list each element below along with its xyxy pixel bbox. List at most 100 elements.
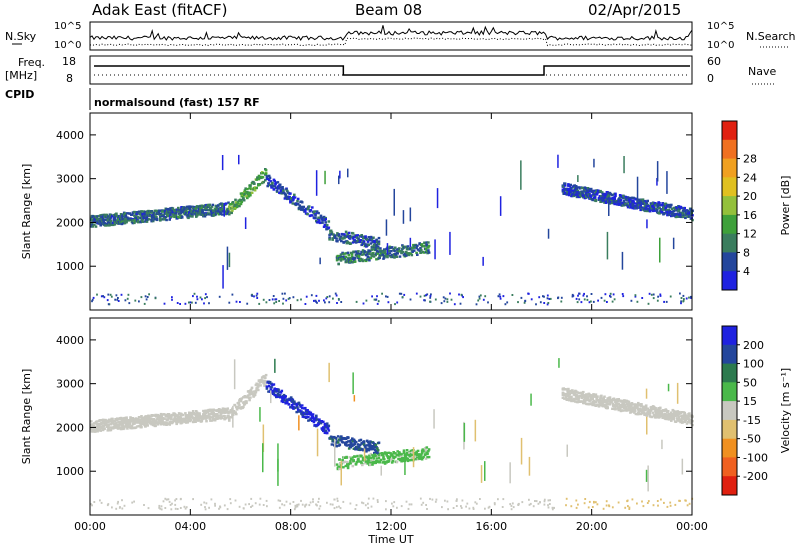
power-echo-cell [338, 236, 342, 239]
power-ground-cell [400, 292, 403, 295]
velocity-echo-cell [237, 406, 240, 410]
velocity-ground-cell [493, 502, 496, 505]
velocity-echo-cell [104, 423, 108, 426]
power-ground-cell [590, 300, 592, 303]
velocity-echo-cell [227, 414, 230, 418]
velocity-echo-cell [381, 453, 384, 456]
velocity-echo-cell [216, 416, 219, 420]
velocity-echo-cell [133, 422, 136, 425]
velocity-colorbar-label: 50 [743, 376, 757, 389]
velocity-colorbar-cell [722, 476, 737, 496]
power-echo-cell [123, 218, 127, 221]
velocity-ground-cell [331, 503, 334, 506]
power-ground-cell [281, 292, 284, 295]
power-echo-cell [333, 236, 337, 239]
velocity-echo-cell [340, 436, 344, 440]
power-ground-cell [683, 298, 685, 301]
power-echo-cell [644, 201, 647, 205]
power-echo-cell [587, 189, 591, 193]
velocity-echo-cell [620, 409, 624, 412]
velocity-echo-cell [295, 402, 298, 406]
velocity-echo-cell [580, 400, 583, 403]
power-echo-cell [628, 196, 631, 200]
velocity-echo-cell [682, 418, 686, 421]
power-echo-cell [594, 198, 598, 202]
velocity-echo-cell [161, 421, 164, 425]
velocity-echo-cell [264, 380, 268, 383]
velocity-streak-cell [277, 458, 279, 486]
power-echo-cell [283, 197, 287, 200]
power-echo-cell [601, 197, 605, 200]
velocity-ground-cell [678, 499, 680, 502]
power-ground-cell [171, 298, 173, 301]
power-echo-cell [168, 209, 171, 213]
power-ground-cell [499, 297, 502, 300]
power-ground-cell [621, 293, 624, 295]
velocity-echoes [90, 358, 694, 511]
power-ground-cell [387, 301, 390, 304]
velocity-echo-cell [655, 408, 658, 411]
power-echo-cell [577, 186, 580, 189]
velocity-echo-cell [170, 418, 173, 421]
power-echo-cell [372, 255, 376, 258]
velocity-echo-cell [566, 398, 569, 401]
power-echo-cell [130, 213, 134, 216]
power-colorbar-label: 28 [743, 153, 757, 166]
velocity-echo-cell [336, 435, 340, 438]
velocity-ground-cell [385, 508, 387, 511]
velocity-ground-cell [391, 502, 393, 505]
power-echo-cell [135, 216, 139, 219]
power-echo-cell [376, 252, 380, 255]
power-echo-cell [323, 223, 327, 227]
power-streak-cell [385, 219, 388, 236]
velocity-echo-cell [577, 396, 580, 399]
power-echo-cell [358, 234, 362, 238]
power-echo-cell [359, 259, 362, 262]
power-echo-cell [144, 210, 147, 214]
power-echo-cell [391, 255, 395, 259]
velocity-echo-cell [405, 449, 409, 452]
velocity-echo-cell [674, 420, 678, 423]
velocity-echo-cell [170, 416, 173, 420]
velocity-ground-cell [455, 499, 458, 502]
power-echo-cell [425, 241, 429, 244]
velocity-colorbar-label: 15 [743, 395, 757, 408]
velocity-echo-cell [688, 421, 691, 424]
power-echo-cell [231, 209, 234, 212]
power-streak-cell [319, 257, 321, 265]
freq-line [94, 65, 690, 76]
power-echo-cell [596, 192, 599, 195]
power-echo-cell [405, 250, 408, 254]
velocity-echo-cell [614, 408, 617, 411]
velocity-echo-cell [287, 403, 291, 406]
velocity-echo-cell [255, 387, 258, 391]
velocity-ground-cell [521, 501, 524, 504]
velocity-echo-cell [567, 387, 570, 391]
velocity-echo-cell [651, 411, 655, 414]
power-ground-cell [652, 293, 655, 296]
power-echo-cell [661, 202, 664, 205]
power-ground-cell [665, 300, 668, 303]
power-ground-cell [251, 293, 253, 296]
power-echo-cell [369, 242, 373, 245]
velocity-colorbar-cell [722, 344, 737, 365]
power-echo-cell [350, 259, 353, 262]
velocity-echo-cell [415, 450, 418, 453]
velocity-echo-cell [201, 415, 204, 418]
power-echo-cell [648, 204, 651, 208]
power-echo-cell [266, 177, 269, 181]
power-echo-cell [210, 205, 214, 208]
velocity-echo-cell [211, 417, 215, 420]
power-ground-cell [650, 293, 653, 296]
power-echo-cell [294, 203, 298, 206]
power-colorbar-cell [722, 196, 737, 216]
power-echo-cell [670, 208, 674, 211]
velocity-echo-cell [593, 399, 596, 403]
power-echo-cell [639, 204, 642, 208]
power-ytick-label: 4000 [56, 129, 84, 142]
velocity-echo-cell [562, 387, 565, 390]
velocity-echo-cell [585, 398, 589, 402]
power-ground-cell [403, 293, 406, 296]
velocity-ground-cell [229, 502, 232, 505]
